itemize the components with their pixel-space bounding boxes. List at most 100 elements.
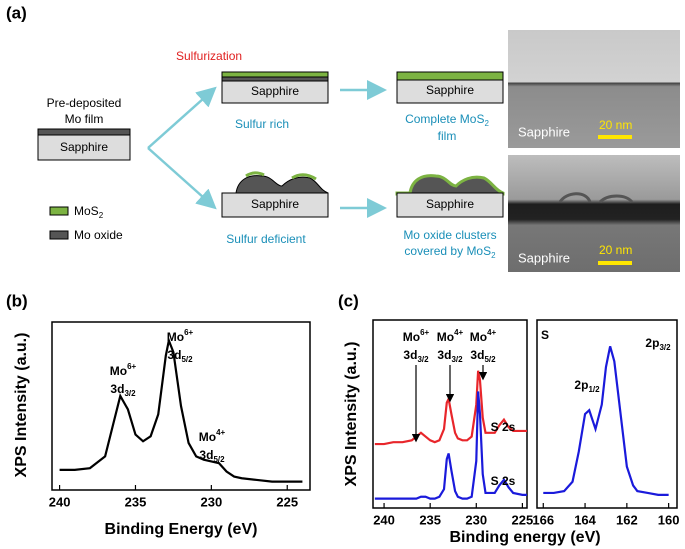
x-tick-label: 235: [125, 494, 147, 509]
condition: Sulfur rich: [235, 117, 289, 131]
level: 1/2: [588, 385, 600, 394]
result: Complete MoS2: [405, 112, 489, 128]
mos2-layer: [396, 71, 504, 81]
orbital: 3d: [437, 348, 451, 362]
ion: Mo: [110, 364, 127, 378]
peak-label: Mo4+: [470, 328, 497, 344]
x-tick-label: 230: [465, 512, 487, 527]
substrate-label: Sapphire: [60, 140, 108, 154]
peak-label: 3d3/2: [110, 382, 136, 398]
substrate-label: Sapphire: [251, 197, 299, 211]
legend-label: Mo oxide: [74, 228, 123, 242]
level: 3/2: [417, 355, 429, 364]
subscript: 2: [99, 211, 104, 220]
substrate: [37, 134, 131, 161]
level: 3/2: [659, 343, 671, 352]
tem-label: Sapphire: [518, 124, 570, 139]
legend-swatch: [49, 206, 69, 216]
peak-label: 3d5/2: [167, 348, 193, 364]
charge: 4+: [487, 328, 496, 337]
orbital: 3d: [403, 348, 417, 362]
ion: Mo: [437, 330, 454, 344]
level: 5/2: [213, 455, 225, 464]
ion: Mo: [167, 330, 184, 344]
result: film: [438, 129, 457, 143]
condition: Sulfur deficient: [226, 232, 306, 246]
orbital: 3d: [470, 348, 484, 362]
mo-oxide-cluster: [221, 175, 329, 195]
ion: Mo: [199, 430, 216, 444]
level: 3/2: [124, 389, 136, 398]
mo-layer: [221, 76, 329, 82]
arrow: [147, 147, 217, 210]
x-tick-label: 225: [276, 494, 298, 509]
result: Mo oxide clusters: [403, 228, 496, 242]
charge: 4+: [216, 428, 225, 437]
peak-label: Mo6+: [167, 328, 194, 344]
x-tick-label: 240: [373, 512, 395, 527]
peak-label: S: [541, 328, 549, 342]
plot-frame: [536, 319, 678, 509]
orbital: 3d: [167, 348, 181, 362]
orbital: 2p: [574, 378, 588, 392]
tem-cluster: [558, 192, 634, 204]
level: 5/2: [181, 355, 193, 364]
start-label: Mo film: [65, 112, 104, 126]
legend-swatch: [49, 230, 69, 240]
x-tick-label: 164: [574, 512, 596, 527]
orbital: 3d: [199, 448, 213, 462]
x-tick-label: 160: [658, 512, 680, 527]
panel-label: (a): [6, 3, 27, 22]
spectrum-line: [374, 391, 527, 500]
tem-image: [508, 155, 680, 272]
text: covered by MoS: [404, 244, 491, 258]
spectrum-line: [59, 336, 303, 483]
substrate-label: Sapphire: [426, 197, 474, 211]
ion: Mo: [403, 330, 420, 344]
plot-frame: [51, 321, 311, 491]
result: covered by MoS2: [404, 244, 496, 260]
peak-label: 3d3/2: [403, 348, 429, 364]
y-axis-title: XPS Intensity (a.u.): [343, 342, 360, 487]
text: Complete MoS: [405, 112, 484, 126]
x-tick-label: 225: [512, 512, 534, 527]
peak-label: 3d5/2: [199, 448, 225, 464]
arrow: [147, 86, 217, 149]
peak-label: 3d3/2: [437, 348, 463, 364]
legend-label: MoS2: [74, 204, 104, 220]
charge: 6+: [184, 328, 193, 337]
x-tick-label: 235: [419, 512, 441, 527]
substrate-label: Sapphire: [251, 84, 299, 98]
peak-label: Mo6+: [110, 362, 137, 378]
panel-label: (b): [6, 291, 28, 310]
peak-label: 2p1/2: [574, 378, 600, 394]
mo-oxide-cluster: [395, 174, 505, 196]
scale-bar: [598, 135, 632, 139]
mo-layer: [37, 128, 131, 136]
scale-label: 20 nm: [599, 243, 632, 257]
x-tick-label: 230: [201, 494, 223, 509]
level: 3/2: [451, 355, 463, 364]
text: MoS: [74, 204, 99, 218]
peak-label: 2p3/2: [645, 336, 671, 352]
panel-label: (c): [338, 291, 359, 310]
x-axis-title: Binding energy (eV): [449, 529, 600, 546]
mos2-layer: [245, 171, 317, 181]
plot-frame: [372, 319, 528, 509]
x-tick-label: 162: [616, 512, 638, 527]
orbital: 3d: [110, 382, 124, 396]
mos2-layer: [221, 71, 329, 78]
substrate: [221, 192, 329, 218]
subscript: 2: [491, 251, 496, 260]
substrate: [221, 80, 329, 104]
substrate: [396, 79, 504, 104]
orbital: 2p: [645, 336, 659, 350]
scale-bar: [598, 261, 632, 265]
tem-label: Sapphire: [518, 250, 570, 265]
peak-label: Mo4+: [199, 428, 226, 444]
scale-label: 20 nm: [599, 118, 632, 132]
charge: 6+: [127, 362, 136, 371]
x-tick-label: 240: [49, 494, 71, 509]
level: 5/2: [484, 355, 496, 364]
